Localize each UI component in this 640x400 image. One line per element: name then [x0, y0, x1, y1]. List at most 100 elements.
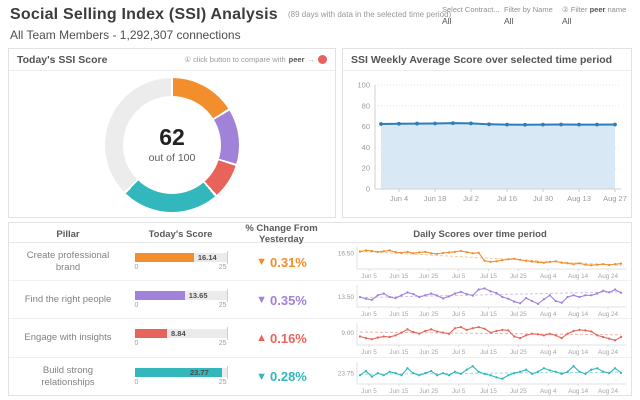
svg-text:Aug 4: Aug 4 — [540, 349, 557, 356]
svg-text:Jul 16: Jul 16 — [497, 194, 517, 203]
weekly-average-chart[interactable]: 0 20 40 60 80 100 Jun 4 Jun 18 Jul 2 Jul 16 Jul 30… — [343, 71, 631, 217]
pillar-table: Pillar Today's Score % Change From Yeste… — [8, 222, 632, 396]
svg-text:Aug 14: Aug 14 — [568, 388, 588, 395]
filter-select-contract-label: Select Contract... — [442, 5, 500, 14]
svg-text:60: 60 — [362, 122, 370, 131]
svg-text:Jul 5: Jul 5 — [452, 273, 466, 280]
svg-text:Jun 5: Jun 5 — [361, 349, 377, 356]
svg-text:100: 100 — [357, 81, 370, 90]
score-bar-track[interactable]: 23.77 — [134, 365, 228, 379]
svg-text:Aug 4: Aug 4 — [540, 273, 557, 280]
triangle-up-icon: ▲ — [256, 332, 267, 345]
ssi-score-caption: out of 100 — [148, 151, 196, 164]
svg-text:Jun 5: Jun 5 — [361, 273, 377, 280]
svg-text:Jun 25: Jun 25 — [419, 388, 438, 395]
bar-axis: 0 25 — [134, 264, 227, 271]
daily-scores-sparkline[interactable]: 13.50 Jun 5 Jun 15 Jun 25 Jul 5 Jul 15 Jul 25 A… — [329, 281, 631, 319]
change-percent: 0.35% — [270, 292, 307, 308]
svg-text:Jun 25: Jun 25 — [419, 273, 438, 280]
filter-peer-name[interactable]: ② Filter peer name All — [562, 5, 640, 26]
change-indicator: ▲ 0.16% — [234, 331, 329, 346]
change-indicator: ▼ 0.31% — [234, 255, 329, 270]
score-bar-fill — [134, 253, 194, 262]
page-title: Social Selling Index (SSI) Analysis — [10, 6, 278, 23]
compare-peer-button[interactable] — [318, 55, 327, 64]
score-bar-track[interactable]: 16.14 — [134, 251, 228, 264]
bar-axis: 0 25 — [134, 340, 227, 348]
triangle-down-icon: ▼ — [256, 370, 267, 383]
ssi-donut-chart[interactable]: 62 out of 100 — [105, 77, 239, 212]
change-percent: 0.31% — [270, 254, 307, 270]
col-header-change: % Change From Yesterday — [245, 223, 318, 245]
svg-text:Jul 15: Jul 15 — [480, 273, 497, 280]
svg-text:Aug 14: Aug 14 — [568, 349, 588, 356]
header: Social Selling Index (SSI) Analysis (89 … — [0, 0, 640, 46]
svg-text:Jul 5: Jul 5 — [452, 311, 466, 318]
hint-text: ① click button to compare with — [184, 55, 286, 64]
change-percent: 0.28% — [270, 369, 307, 385]
svg-text:9.00: 9.00 — [341, 330, 354, 337]
svg-text:Jul 30: Jul 30 — [533, 194, 553, 203]
filter-peer-name-label: ② Filter peer name — [562, 5, 627, 14]
bar-max-tick — [226, 365, 228, 379]
col-header-pillar: Pillar — [56, 228, 80, 240]
svg-text:Aug 13: Aug 13 — [567, 194, 591, 203]
table-row-build-strong-relationships: Build strong relationships 23.77 0 25 ▼ 0… — [9, 358, 631, 396]
svg-text:16.50: 16.50 — [338, 250, 355, 257]
pillar-name: Find the right people — [24, 294, 112, 306]
svg-text:Jul 25: Jul 25 — [510, 311, 527, 318]
svg-text:Jun 25: Jun 25 — [419, 311, 438, 318]
col-header-daily-scores: Daily Scores over time period — [413, 228, 547, 240]
svg-text:Aug 4: Aug 4 — [540, 388, 557, 395]
svg-text:Jun 15: Jun 15 — [389, 349, 408, 356]
svg-text:Aug 14: Aug 14 — [568, 311, 588, 318]
todays-ssi-score-title: Today's SSI Score — [17, 53, 108, 66]
filter-select-contract-value[interactable]: All — [442, 16, 452, 26]
days-note: (89 days with data in the selected time … — [288, 10, 452, 19]
svg-text:Jul 15: Jul 15 — [480, 349, 497, 356]
change-indicator: ▼ 0.35% — [234, 293, 329, 308]
filter-by-name[interactable]: Filter by Name All — [504, 5, 584, 26]
score-bar-track[interactable]: 13.65 — [134, 289, 228, 303]
score-value: 16.14 — [197, 253, 217, 262]
svg-text:20: 20 — [362, 164, 370, 173]
svg-text:Aug 24: Aug 24 — [598, 349, 618, 356]
triangle-down-icon: ▼ — [256, 294, 267, 307]
arrow-right-icon: → — [307, 55, 316, 64]
todays-ssi-score-panel: Today's SSI Score ① click button to comp… — [8, 48, 336, 218]
svg-text:13.50: 13.50 — [338, 294, 355, 301]
pillar-table-header: Pillar Today's Score % Change From Yeste… — [9, 223, 631, 245]
daily-scores-sparkline[interactable]: 9.00 Jun 5 Jun 15 Jun 25 Jul 5 Jul 15 Jul 25 Au… — [329, 319, 631, 357]
svg-text:Aug 4: Aug 4 — [540, 311, 557, 318]
change-indicator: ▼ 0.28% — [234, 369, 329, 384]
bar-max-tick — [226, 289, 228, 303]
score-bar-track[interactable]: 8.84 — [134, 327, 228, 341]
bar-axis: 0 25 — [134, 302, 227, 310]
table-row-create-professional-brand: Create professional brand 16.14 0 25 ▼ 0.… — [9, 243, 631, 282]
svg-text:Jul 15: Jul 15 — [480, 311, 497, 318]
change-percent: 0.16% — [270, 330, 307, 346]
filter-by-name-value[interactable]: All — [504, 16, 514, 26]
filter-select-contract[interactable]: Select Contract... All — [442, 5, 522, 26]
score-bar: 13.65 0 25 — [134, 289, 228, 310]
score-value: 13.65 — [188, 291, 208, 301]
daily-scores-sparkline[interactable]: 16.50 Jun 5 Jun 15 Jun 25 Jul 5 Jul 15 Jul 25 A… — [329, 243, 631, 281]
ssi-score-value: 62 — [159, 123, 185, 150]
bar-axis: 0 25 — [134, 378, 227, 386]
svg-text:Jul 2: Jul 2 — [463, 194, 479, 203]
score-bar-fill — [134, 329, 168, 339]
svg-text:Aug 14: Aug 14 — [568, 273, 588, 280]
bar-max-tick — [226, 251, 228, 264]
daily-scores-sparkline[interactable]: 23.75 Jun 5 Jun 15 Jun 25 Jul 5 Jul 15 Jul 25 A… — [329, 358, 631, 396]
score-bar: 8.84 0 25 — [134, 327, 228, 348]
svg-text:Jun 5: Jun 5 — [361, 311, 377, 318]
svg-text:Jul 25: Jul 25 — [510, 349, 527, 356]
svg-text:23.75: 23.75 — [338, 370, 355, 377]
ssi-donut-wrap: 62 out of 100 — [9, 71, 335, 218]
table-row-engage-with-insights: Engage with insights 8.84 0 25 ▲ 0.16% 9.… — [9, 319, 631, 358]
svg-text:Jul 5: Jul 5 — [452, 388, 466, 395]
hint-peer-word: peer — [288, 55, 305, 64]
filter-peer-name-value[interactable]: All — [562, 16, 572, 26]
svg-text:Jun 15: Jun 15 — [389, 311, 408, 318]
